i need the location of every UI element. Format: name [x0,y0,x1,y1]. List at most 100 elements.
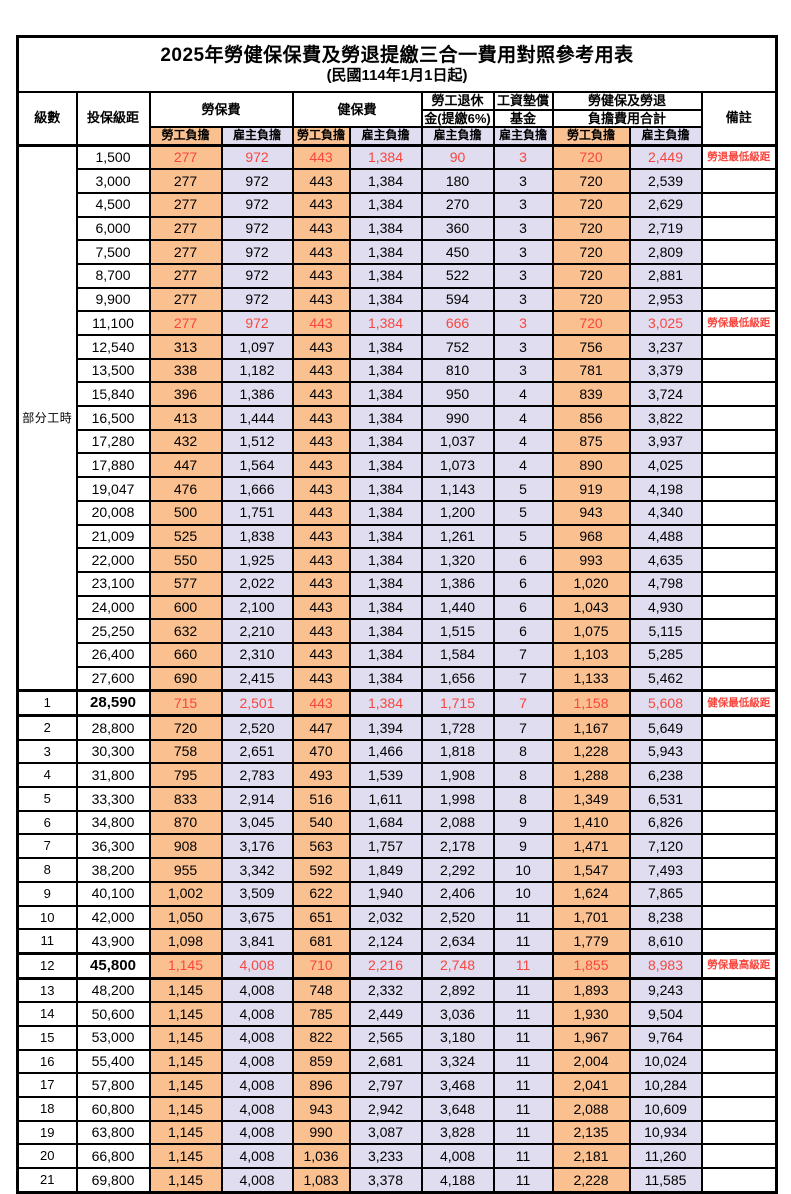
cell-health-worker: 443 [291,262,351,289]
cell-remark [700,1096,778,1122]
cell-bracket: 50,600 [75,1001,151,1027]
header-total-line2: 負擔費用合計 [551,109,703,128]
cell-wage-fund-employer: 11 [492,951,554,980]
cell-health-employer: 1,384 [348,143,423,171]
cell-total-employer: 3,237 [628,334,703,360]
row-group-part-time: 部分工時 [16,144,78,692]
cell-bracket: 22,000 [75,547,151,573]
cell-wage-fund-employer: 4 [492,452,554,479]
cell-labor-worker: 277 [148,262,223,289]
fee-reference-table: 2025年勞健保保費及勞退提繳三合一費用對照參考用表 (民國114年1月1日起)… [16,35,779,1194]
cell-labor-worker: 908 [148,833,223,860]
cell-health-employer: 2,216 [348,951,423,980]
fee-table-body: 部分工時 1,500 277 972 443 1,384 90 3 720 2,449 勞退最低級距… [16,143,778,1194]
cell-remark [700,499,778,526]
cell-total-worker: 2,004 [551,1048,631,1075]
cell-remark [700,428,778,455]
table-row: 3 30,300 758 2,651 470 1,466 1,818 8 1,228 5,943 [16,738,778,765]
cell-labor-worker: 715 [148,689,223,717]
cell-labor-worker: 277 [148,215,223,242]
cell-labor-employer: 4,008 [220,1024,294,1051]
table-row: 7 36,300 908 3,176 563 1,757 2,178 9 1,471 7,120 [16,833,778,860]
cell-total-worker: 1,288 [551,762,631,789]
cell-wage-fund-employer: 3 [492,168,554,194]
cell-pension-employer: 1,261 [420,523,495,550]
cell-labor-employer: 1,182 [220,357,294,384]
cell-remark [700,334,778,360]
cell-remark [700,594,778,621]
cell-labor-employer: 3,509 [220,880,294,907]
cell-wage-fund-employer: 7 [492,714,554,741]
cell-remark [700,809,778,836]
cell-wage-fund-employer: 8 [492,738,554,765]
cell-labor-worker: 577 [148,570,223,597]
cell-remark [700,262,778,289]
cell-remark [700,215,778,242]
header-total-worker: 勞工負擔 [551,126,631,146]
cell-level: 21 [16,1167,78,1194]
cell-wage-fund-employer: 11 [492,1167,554,1194]
cell-labor-employer: 4,008 [220,1143,294,1170]
cell-labor-worker: 1,145 [148,1048,223,1075]
cell-wage-fund-employer: 5 [492,523,554,550]
cell-labor-employer: 2,783 [220,762,294,789]
cell-labor-employer: 1,838 [220,523,294,550]
cell-labor-employer: 4,008 [220,1072,294,1098]
cell-labor-employer: 3,675 [220,904,294,931]
cell-labor-worker: 313 [148,334,223,360]
cell-remark [700,476,778,502]
table-row: 19 63,800 1,145 4,008 990 3,087 3,828 11 2,135 10… [16,1119,778,1146]
cell-labor-employer: 1,386 [220,381,294,408]
cell-total-employer: 7,865 [628,880,703,907]
cell-labor-worker: 413 [148,405,223,431]
cell-pension-employer: 2,748 [420,951,495,980]
cell-pension-employer: 90 [420,143,495,171]
table-row: 21,009 525 1,838 443 1,384 1,261 5 968 4,488 [18,523,778,550]
cell-bracket: 16,500 [75,405,151,431]
cell-total-employer: 8,983 [628,951,703,980]
cell-labor-employer: 972 [220,239,294,265]
cell-health-employer: 1,384 [348,310,423,336]
cell-total-employer: 9,243 [628,977,703,1004]
cell-health-employer: 1,394 [348,714,423,741]
cell-bracket: 53,000 [75,1024,151,1051]
cell-total-employer: 5,943 [628,738,703,765]
cell-level: 13 [16,977,78,1004]
header-pension-line1: 勞工退休 [420,91,495,111]
cell-health-worker: 443 [291,215,351,242]
cell-labor-employer: 4,008 [220,1096,294,1122]
cell-total-employer: 8,238 [628,904,703,931]
cell-total-worker: 839 [551,381,631,408]
cell-labor-employer: 972 [220,262,294,289]
cell-labor-worker: 550 [148,547,223,573]
cell-pension-employer: 3,180 [420,1024,495,1051]
cell-pension-employer: 4,188 [420,1167,495,1194]
cell-remark [700,523,778,550]
cell-pension-employer: 3,828 [420,1119,495,1146]
cell-health-worker: 443 [291,143,351,171]
cell-labor-employer: 1,666 [220,476,294,502]
cell-remark: 勞保最高級距 [700,951,778,980]
cell-total-worker: 1,701 [551,904,631,931]
cell-pension-employer: 1,584 [420,641,495,668]
table-row: 9,900 277 972 443 1,384 594 3 720 2,953 [18,286,778,313]
cell-wage-fund-employer: 3 [492,239,554,265]
cell-labor-employer: 3,045 [220,809,294,836]
cell-total-employer: 3,025 [628,310,703,336]
table-row: 6,000 277 972 443 1,384 360 3 720 2,719 [18,215,778,242]
cell-total-worker: 1,228 [551,738,631,765]
cell-total-worker: 1,471 [551,833,631,860]
cell-wage-fund-employer: 4 [492,428,554,455]
cell-wage-fund-employer: 3 [492,143,554,171]
cell-total-employer: 4,635 [628,547,703,573]
cell-health-employer: 1,849 [348,857,423,883]
table-row: 1 28,590 715 2,501 443 1,384 1,715 7 1,158 5,608 健… [16,689,778,717]
cell-health-employer: 2,681 [348,1048,423,1075]
cell-remark [700,641,778,668]
cell-health-employer: 1,384 [348,452,423,479]
cell-health-worker: 470 [291,738,351,765]
cell-remark [700,880,778,907]
cell-remark [700,381,778,408]
cell-wage-fund-employer: 4 [492,405,554,431]
cell-health-worker: 651 [291,904,351,931]
